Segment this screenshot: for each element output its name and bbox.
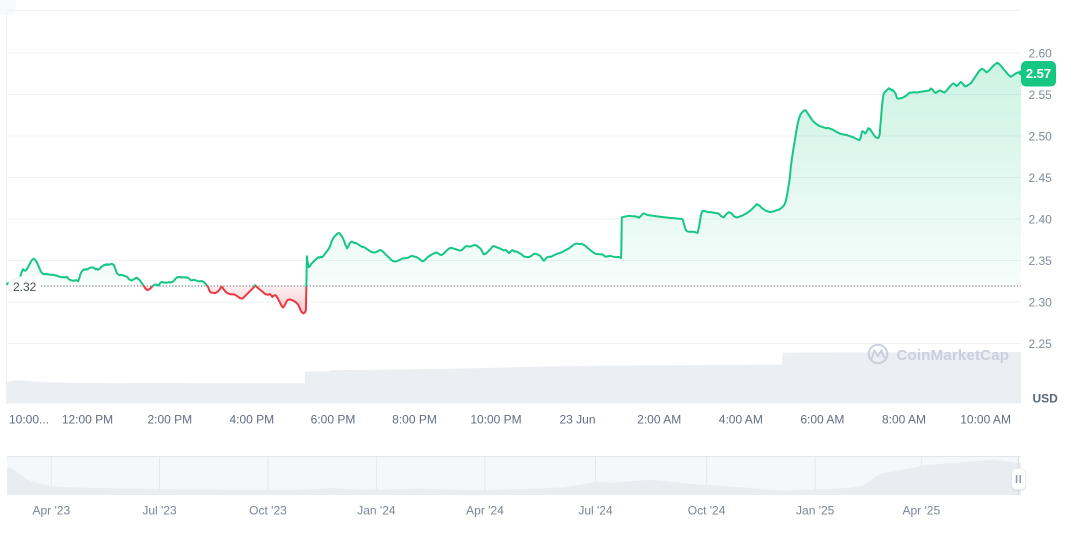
- svg-text:12:00 PM: 12:00 PM: [62, 412, 113, 426]
- svg-text:Oct '23: Oct '23: [249, 503, 287, 517]
- svg-text:Jan '24: Jan '24: [357, 503, 396, 517]
- svg-text:Jul '23: Jul '23: [142, 503, 177, 517]
- svg-text:2.60: 2.60: [1029, 46, 1053, 60]
- svg-text:4:00 AM: 4:00 AM: [719, 412, 763, 426]
- svg-text:2.55: 2.55: [1029, 88, 1053, 102]
- svg-text:2.50: 2.50: [1029, 129, 1053, 143]
- svg-text:Apr '23: Apr '23: [32, 503, 70, 517]
- svg-text:10:00 AM: 10:00 AM: [960, 412, 1011, 426]
- svg-text:2.40: 2.40: [1029, 212, 1053, 226]
- svg-text:2:00 PM: 2:00 PM: [147, 412, 192, 426]
- svg-text:2.35: 2.35: [1029, 254, 1053, 268]
- svg-text:23 Jun: 23 Jun: [559, 412, 595, 426]
- svg-text:4:00 PM: 4:00 PM: [229, 412, 274, 426]
- svg-text:2.32: 2.32: [13, 280, 37, 294]
- svg-text:10:00 PM: 10:00 PM: [470, 412, 521, 426]
- svg-text:2.45: 2.45: [1029, 171, 1053, 185]
- svg-text:2:00 AM: 2:00 AM: [637, 412, 681, 426]
- svg-text:Jul '24: Jul '24: [578, 503, 613, 517]
- svg-text:10:00...: 10:00...: [9, 412, 49, 426]
- svg-text:8:00 AM: 8:00 AM: [882, 412, 926, 426]
- svg-text:6:00 PM: 6:00 PM: [311, 412, 356, 426]
- svg-text:Oct '24: Oct '24: [688, 503, 726, 517]
- svg-text:2.25: 2.25: [1029, 337, 1053, 351]
- svg-text:2.57: 2.57: [1026, 66, 1051, 81]
- svg-text:CoinMarketCap: CoinMarketCap: [897, 347, 1010, 364]
- svg-text:Jan '25: Jan '25: [796, 503, 835, 517]
- svg-text:8:00 PM: 8:00 PM: [392, 412, 437, 426]
- svg-text:2.30: 2.30: [1029, 295, 1053, 309]
- svg-text:Apr '24: Apr '24: [466, 503, 504, 517]
- svg-text:6:00 AM: 6:00 AM: [800, 412, 844, 426]
- svg-text:Apr '25: Apr '25: [902, 503, 940, 517]
- svg-text:USD: USD: [1033, 392, 1059, 406]
